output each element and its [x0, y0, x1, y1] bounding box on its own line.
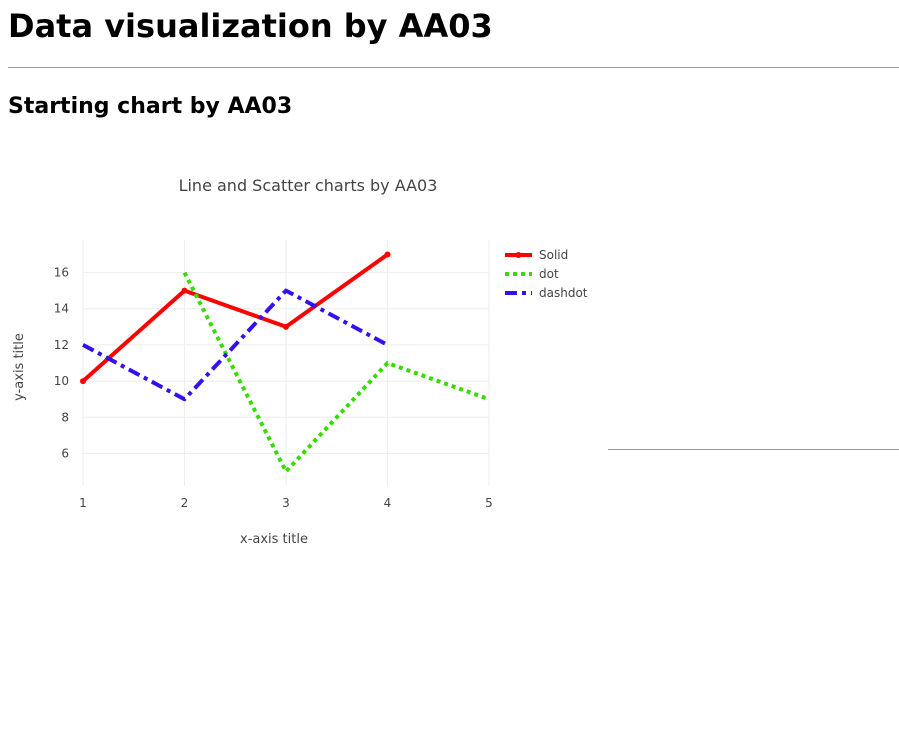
x-tick-label: 3: [282, 496, 290, 510]
y-axis-title: y-axis title: [12, 333, 27, 401]
chart-title: Line and Scatter charts by AA03: [179, 176, 438, 195]
x-tick-label: 2: [181, 496, 189, 510]
legend-marker: [515, 252, 522, 258]
x-tick-label: 1: [79, 496, 87, 510]
data-point[interactable]: [80, 378, 86, 385]
series-line-dot[interactable]: [182, 271, 490, 474]
legend-item-label[interactable]: dashdot: [539, 286, 588, 300]
plot-area[interactable]: [80, 251, 490, 474]
section-title: Starting chart by AA03: [8, 94, 293, 119]
series-line-solid[interactable]: [81, 252, 389, 383]
legend-item-label[interactable]: Solid: [539, 248, 568, 262]
x-tick-label: 5: [485, 496, 493, 510]
data-point[interactable]: [283, 323, 289, 330]
y-tick-label: 14: [54, 302, 69, 316]
horizontal-divider-right: [608, 449, 899, 450]
y-tick-label: 8: [61, 410, 69, 424]
data-point[interactable]: [181, 287, 188, 294]
horizontal-divider: [8, 67, 899, 68]
y-tick-label: 16: [54, 266, 69, 280]
x-tick-label: 4: [384, 496, 392, 510]
y-tick-label: 6: [61, 446, 69, 460]
legend[interactable]: Solid dot dashdot: [505, 248, 588, 300]
y-tick-label: 12: [54, 338, 69, 352]
page-title: Data visualization by AA03: [8, 7, 493, 45]
y-tick-label: 10: [54, 374, 69, 388]
series-line-dashdot[interactable]: [82, 288, 389, 402]
line-chart[interactable]: Line and Scatter charts by AA03 1 2 3 4 5681…: [8, 160, 608, 560]
data-point[interactable]: [384, 251, 391, 258]
x-axis-title: x-axis title: [240, 532, 308, 547]
legend-item-label[interactable]: dot: [539, 267, 559, 281]
grid-lines: [82, 240, 490, 486]
